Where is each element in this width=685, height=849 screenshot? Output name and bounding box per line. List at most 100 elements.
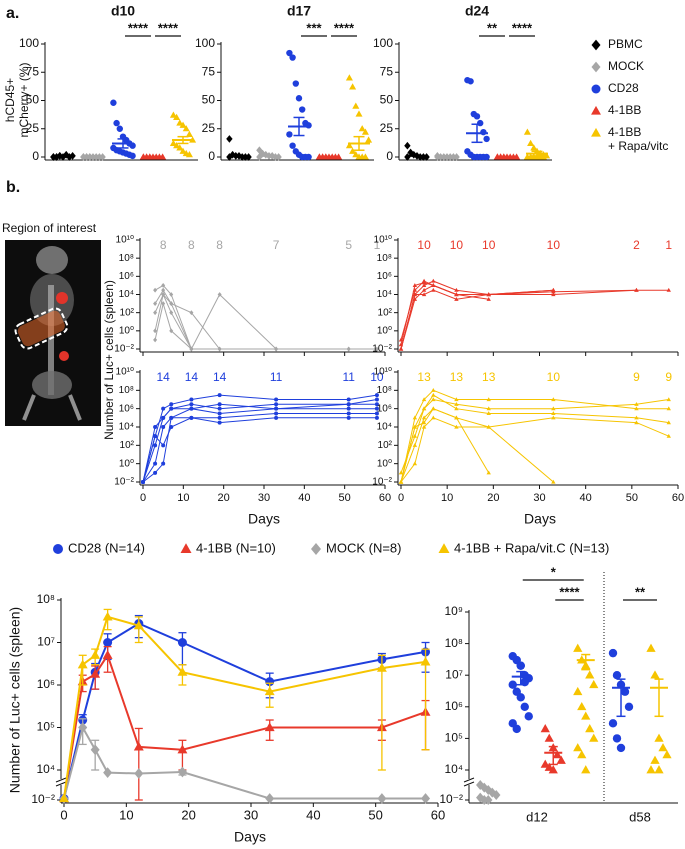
point: [573, 643, 583, 652]
leg: [22, 394, 36, 421]
legend-label: 4-1BB: [608, 125, 641, 139]
y-tick-label: 10¹⁰: [374, 367, 392, 378]
count-label: 1: [374, 238, 381, 252]
point: [412, 292, 418, 297]
point: [454, 415, 459, 420]
point: [398, 337, 404, 342]
point: [486, 424, 491, 429]
y-tick-label: 10⁶: [445, 699, 463, 713]
count-label: 11: [342, 370, 355, 384]
leg: [68, 394, 82, 421]
legend-label: + Rapa/vitc: [608, 139, 668, 153]
point: [161, 425, 166, 429]
y-tick-label: 10⁻²: [372, 477, 392, 488]
point: [374, 402, 379, 407]
y-tick-label: 75: [26, 64, 40, 78]
point: [295, 95, 303, 102]
roi-box: [14, 307, 69, 350]
point: [346, 411, 351, 416]
point: [398, 470, 404, 475]
point: [666, 397, 671, 402]
point: [646, 765, 656, 774]
series-line: [154, 289, 277, 351]
point: [274, 406, 279, 411]
point: [153, 443, 158, 448]
point: [90, 744, 100, 756]
point: [116, 125, 124, 132]
point: [177, 667, 188, 676]
x-tick-label: 60: [379, 492, 391, 504]
point: [666, 406, 671, 411]
point: [431, 392, 436, 397]
point: [551, 292, 556, 297]
point: [289, 142, 296, 149]
y-tick-label: 10⁵: [37, 720, 55, 734]
point: [179, 147, 187, 154]
point: [377, 793, 387, 804]
point: [226, 135, 233, 143]
y-tick-label: 10⁰: [377, 325, 392, 336]
point: [612, 734, 622, 743]
legend-marker: [591, 127, 601, 137]
point: [185, 130, 193, 137]
point: [361, 128, 369, 135]
point: [421, 287, 427, 292]
series-line: [63, 615, 426, 799]
point: [189, 346, 194, 352]
point: [620, 687, 630, 696]
point: [573, 743, 583, 752]
y-tick-label: 25: [380, 121, 394, 135]
y-tick-label: 10⁶: [377, 403, 392, 414]
point: [177, 744, 188, 754]
point: [264, 722, 275, 732]
count-label: 13: [417, 370, 431, 384]
point: [161, 301, 166, 306]
count-label: 9: [633, 370, 640, 384]
point: [217, 393, 222, 398]
x-tick-label: 20: [487, 492, 499, 504]
point: [286, 131, 293, 138]
point: [161, 292, 166, 297]
series-line: [154, 284, 192, 350]
series-line: [142, 403, 377, 483]
x-tick-label: 40: [306, 807, 320, 822]
point: [544, 733, 554, 742]
x-axis-label: Days: [248, 511, 280, 527]
point: [612, 671, 622, 680]
count-label: 10: [547, 370, 561, 384]
point: [431, 415, 436, 420]
legend-marker: [311, 543, 321, 555]
y-tick-label: 10⁻²: [114, 477, 134, 488]
legend-marker: [591, 61, 601, 73]
y-tick-label: 75: [202, 64, 216, 78]
count-label: 2: [633, 238, 640, 252]
point: [374, 406, 379, 411]
legend-marker: [591, 39, 601, 51]
point: [666, 433, 671, 438]
point: [169, 415, 174, 420]
point: [548, 765, 558, 774]
pelvis: [32, 371, 72, 399]
point: [349, 83, 357, 90]
y-axis-label: hCD45+: [3, 78, 17, 122]
legend-label: 4-1BB: [608, 103, 641, 117]
series-line: [400, 417, 669, 483]
series-line: [142, 399, 377, 483]
point: [486, 296, 491, 301]
count-label: 8: [188, 238, 195, 252]
legend-marker: [53, 544, 63, 554]
point: [650, 670, 660, 679]
point: [624, 702, 634, 711]
point: [376, 662, 387, 672]
point: [431, 283, 436, 288]
y-axis-label: Number of Luc+ cells (spleen): [7, 607, 23, 793]
point: [577, 750, 587, 759]
point: [374, 346, 379, 352]
series-line: [154, 293, 377, 350]
point: [217, 292, 222, 297]
point: [349, 147, 357, 154]
panel-title: d24: [465, 3, 489, 19]
x-tick-label: 10: [441, 492, 453, 504]
point: [78, 722, 88, 733]
point: [102, 650, 113, 659]
